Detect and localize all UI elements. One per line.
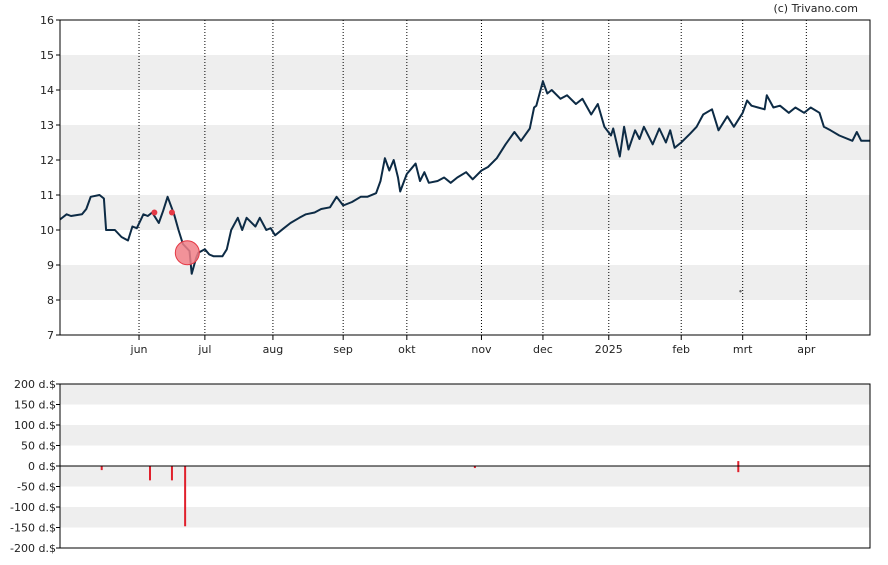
price-y-tick-label: 11 — [40, 189, 54, 202]
x-tick-label: aug — [263, 343, 284, 356]
volume-chart-bands — [60, 384, 870, 528]
volume-y-tick-label: 150 d.$ — [14, 399, 56, 412]
x-tick-label: okt — [398, 343, 416, 356]
x-tick-label: jul — [197, 343, 211, 356]
event-marker — [168, 209, 175, 216]
volume-bar — [737, 466, 740, 473]
price-y-axis: 7 8 9 10 11 12 13 14 15 16 — [40, 14, 60, 342]
volume-y-axis: 200 d.$ 150 d.$ 100 d.$ 50 d.$ 0 d.$ -50 d.$ -… — [10, 378, 60, 555]
price-y-tick-label: 9 — [47, 259, 54, 272]
x-tick-label: apr — [797, 343, 816, 356]
volume-y-tick-label: -50 d.$ — [17, 481, 56, 494]
volume-y-tick-label: 200 d.$ — [14, 378, 56, 391]
x-tick-label: sep — [333, 343, 352, 356]
volume-y-tick-label: 100 d.$ — [14, 419, 56, 432]
volume-band — [60, 466, 870, 487]
price-chart-bands — [60, 55, 870, 300]
x-tick-label: nov — [471, 343, 492, 356]
volume-bar — [737, 461, 740, 466]
price-band — [60, 55, 870, 90]
price-y-tick-label: 8 — [47, 294, 54, 307]
credit-label: (c) Trivano.com — [773, 2, 858, 15]
price-y-tick-label: 12 — [40, 154, 54, 167]
event-marker — [174, 240, 200, 266]
event-marker — [151, 209, 158, 216]
volume-band — [60, 425, 870, 446]
volume-bar — [149, 466, 151, 481]
price-y-tick-label: 13 — [40, 119, 54, 132]
x-tick-label: jun — [130, 343, 148, 356]
volume-band — [60, 507, 870, 528]
price-y-tick-label: 15 — [40, 49, 54, 62]
volume-bar — [170, 466, 173, 481]
volume-y-tick-label: -200 d.$ — [10, 542, 56, 555]
x-tick-label: mrt — [733, 343, 753, 356]
volume-chart-frame — [59, 383, 871, 549]
volume-y-tick-label: -100 d.$ — [10, 501, 56, 514]
event-marker — [739, 290, 742, 293]
volume-bars — [100, 461, 740, 527]
price-band — [60, 125, 870, 160]
price-band — [60, 195, 870, 230]
price-chart-frame — [59, 19, 871, 336]
price-y-tick-label: 10 — [40, 224, 54, 237]
x-tick-label: dec — [533, 343, 553, 356]
price-y-tick-label: 14 — [40, 84, 54, 97]
volume-y-tick-label: 50 d.$ — [21, 440, 56, 453]
volume-bar — [184, 466, 187, 527]
volume-bar — [100, 466, 103, 471]
volume-y-tick-label: 0 d.$ — [28, 460, 56, 473]
price-y-tick-label: 16 — [40, 14, 54, 27]
price-band — [60, 265, 870, 300]
volume-band — [60, 384, 870, 405]
price-y-tick-label: 7 — [47, 329, 54, 342]
volume-bar — [473, 466, 476, 469]
event-markers — [151, 209, 742, 293]
x-tick-label: feb — [672, 343, 690, 356]
volume-y-tick-label: -150 d.$ — [10, 522, 56, 535]
x-tick-label: 2025 — [595, 343, 623, 356]
x-axis: jun jul aug sep okt nov dec 2025 feb mrt apr — [130, 335, 816, 356]
